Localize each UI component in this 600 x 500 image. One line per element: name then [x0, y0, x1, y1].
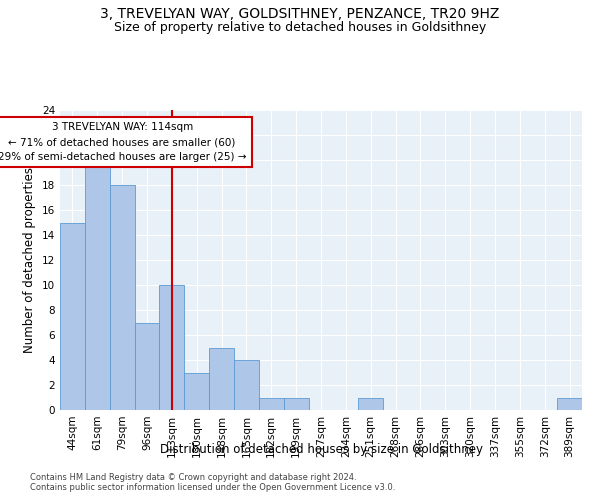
Bar [160, 285, 184, 410]
Text: Contains public sector information licensed under the Open Government Licence v3: Contains public sector information licen… [30, 482, 395, 492]
Bar [110, 185, 134, 410]
Bar [358, 398, 383, 410]
Bar [234, 360, 259, 410]
Bar [60, 222, 85, 410]
Y-axis label: Number of detached properties: Number of detached properties [23, 167, 37, 353]
Text: 3 TREVELYAN WAY: 114sqm
← 71% of detached houses are smaller (60)
29% of semi-de: 3 TREVELYAN WAY: 114sqm ← 71% of detache… [0, 122, 247, 162]
Bar [259, 398, 284, 410]
Bar [134, 322, 160, 410]
Text: Contains HM Land Registry data © Crown copyright and database right 2024.: Contains HM Land Registry data © Crown c… [30, 472, 356, 482]
Bar [557, 398, 582, 410]
Bar [85, 160, 110, 410]
Text: Distribution of detached houses by size in Goldsithney: Distribution of detached houses by size … [160, 442, 482, 456]
Bar [284, 398, 308, 410]
Bar [184, 372, 209, 410]
Bar [209, 348, 234, 410]
Text: Size of property relative to detached houses in Goldsithney: Size of property relative to detached ho… [114, 21, 486, 34]
Text: 3, TREVELYAN WAY, GOLDSITHNEY, PENZANCE, TR20 9HZ: 3, TREVELYAN WAY, GOLDSITHNEY, PENZANCE,… [100, 8, 500, 22]
